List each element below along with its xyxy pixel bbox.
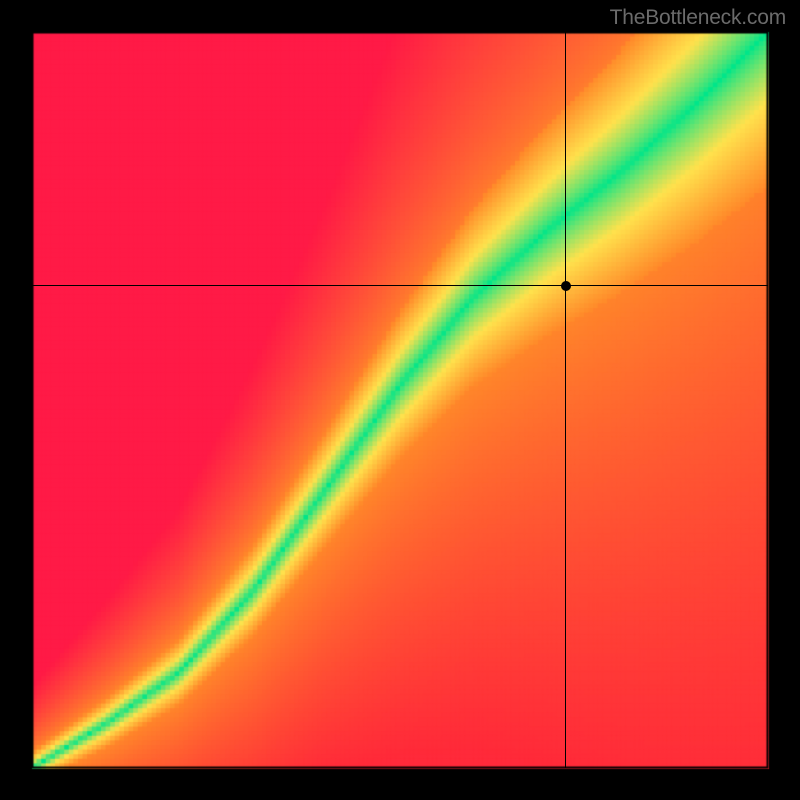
crosshair-vertical bbox=[565, 32, 566, 768]
heatmap-canvas bbox=[0, 0, 800, 800]
chart-container: TheBottleneck.com bbox=[0, 0, 800, 800]
crosshair-horizontal bbox=[32, 285, 768, 286]
crosshair-marker[interactable] bbox=[561, 281, 571, 291]
watermark-label: TheBottleneck.com bbox=[610, 6, 786, 30]
heatmap-canvas-wrap bbox=[0, 0, 800, 800]
